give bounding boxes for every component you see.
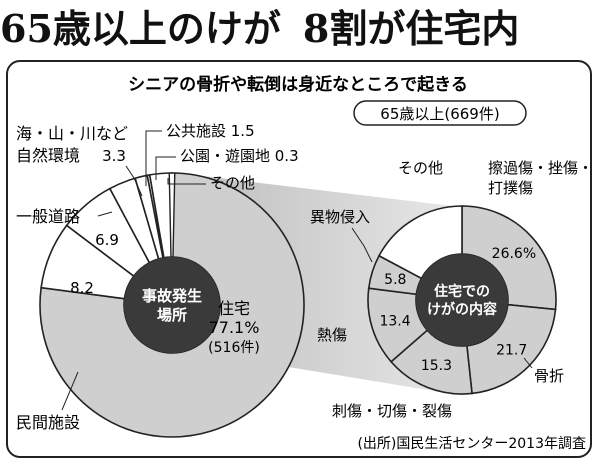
pie1-top-separator [168,172,176,258]
pie1-leader-other [167,178,206,185]
pie1-label-public: 公共施設 1.5 [166,122,255,140]
pie1-value-nature: 3.3 [102,147,126,165]
pie1-value-private: 8.2 [70,279,94,297]
pie2-center-label-1: 住宅での [434,283,490,300]
pie2-center [416,254,508,346]
headline: 65歳以上のけが 8割が住宅内 [0,0,600,58]
pie1-label-road: 一般道路 [16,207,80,226]
pie1-label-nature-1: 海・山・川など [16,124,128,143]
pie1-leader-nature [125,165,143,197]
pie2-value-4: 5.8 [384,272,406,288]
pie2-label-bruise-1: 擦過傷・挫傷・ [488,159,593,177]
pie2-value-0: 26.6% [492,246,536,262]
source-note: (出所)国民生活センター2013年調査 [357,436,586,452]
pie1-value-house: 77.1% [209,318,260,337]
pie1-label-house: 住宅 [218,299,250,318]
pie1-value-road: 6.9 [95,231,119,249]
pie1-center-label-1: 事故発生 [142,287,202,305]
pie1-count-house: (516件) [208,340,260,356]
sample-badge: 65歳以上(669件) [380,105,499,123]
pie1-label-park: 公園・遊園地 0.3 [180,147,299,165]
pie1-leader-park [155,156,176,180]
pie2-label-burn: 熱傷 [317,326,347,344]
pie2-center-label-2: けがの内容 [427,301,497,318]
pie2-label-fracture: 骨折 [534,367,564,385]
pie2-leader-foreign [351,227,373,263]
sample-badge-box [353,100,527,126]
pie2-label-bruise-2: 打撲傷 [488,179,533,197]
headline-part2: 8割が住宅内 [302,6,520,51]
pie1-leader-road [97,211,113,217]
pie1-label-other: その他 [210,174,255,192]
pie2-value-1: 21.7 [496,342,527,358]
pie2-label-foreign: 異物侵入 [310,208,370,226]
pie1-center-label-2: 場所 [157,306,187,324]
pie1-center [124,257,220,353]
pie2-label-other: その他 [398,159,443,177]
pie1-label-private: 民間施設 [16,413,80,432]
chart-subtitle: シニアの骨折や転倒は身近なところで起きる [128,74,468,95]
pie2-value-3: 13.4 [379,313,410,329]
headline-part1: 65歳以上のけが [0,6,281,51]
pie2-value-2: 15.3 [421,358,452,374]
pie1-label-nature-2: 自然環境 [16,146,80,165]
pie2-leader-fracture [523,357,533,369]
pie2-label-cut: 刺傷・切傷・裂傷 [332,402,452,420]
pie1-leader-public [145,130,162,186]
pie1-leader-private [61,371,79,411]
